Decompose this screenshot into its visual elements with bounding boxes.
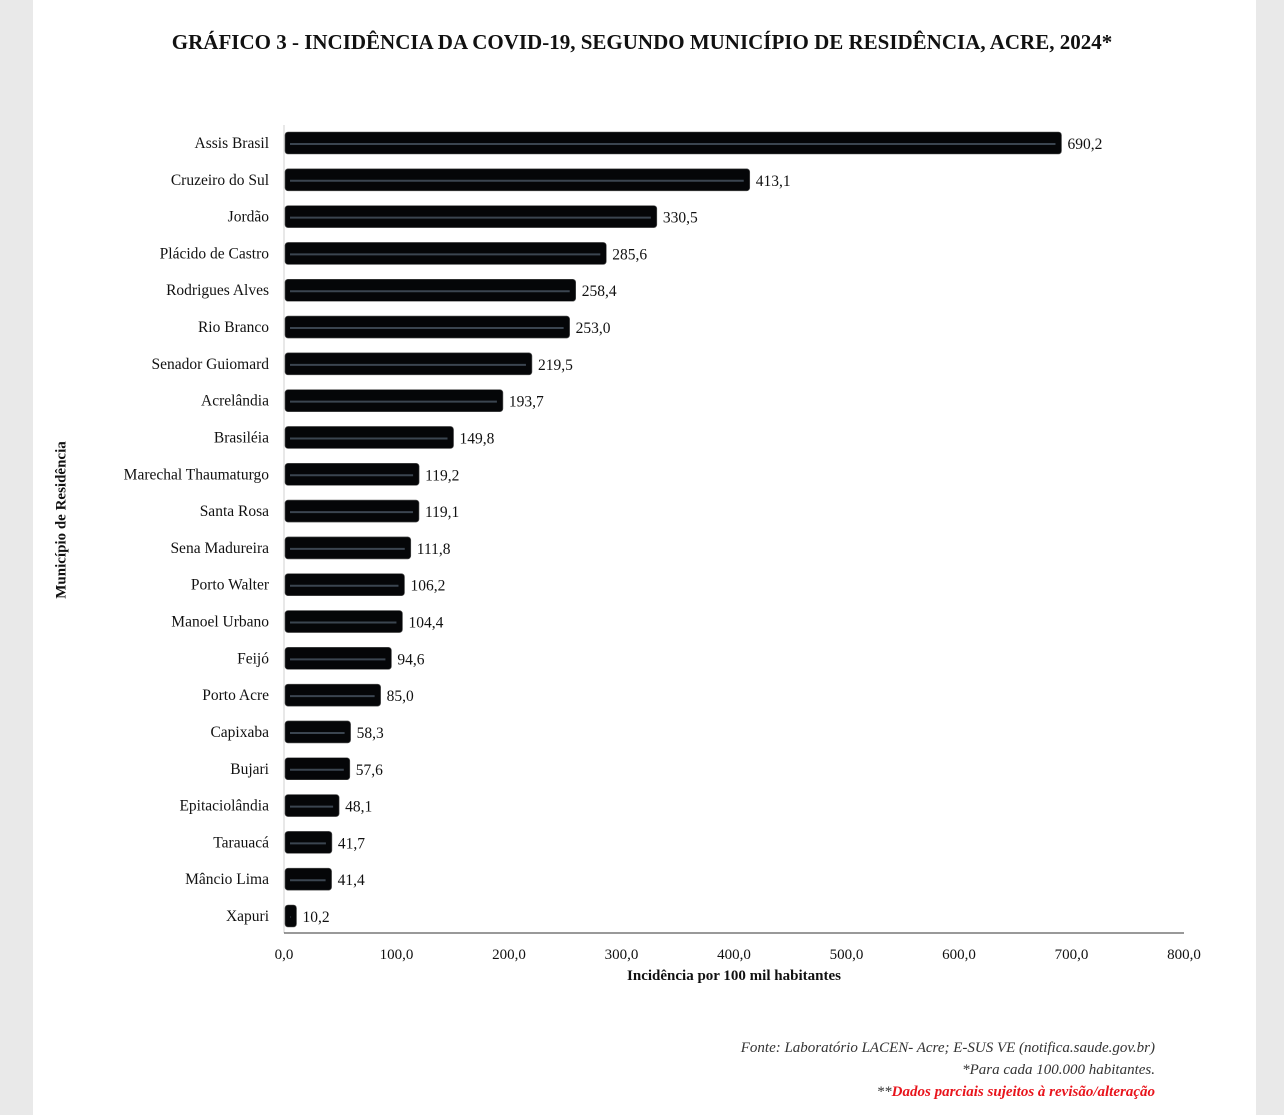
data-label: 119,2: [425, 467, 459, 484]
data-label: 106,2: [410, 578, 445, 595]
category-label: Brasiléia: [214, 429, 269, 446]
data-label: 690,2: [1067, 136, 1102, 153]
bar: [284, 904, 297, 928]
data-label: 119,1: [425, 504, 459, 521]
chart-title: GRÁFICO 3 - INCIDÊNCIA DA COVID-19, SEGU…: [171, 30, 1113, 54]
data-label: 413,1: [756, 173, 791, 190]
data-label: 48,1: [345, 799, 372, 816]
x-tick-label: 700,0: [1055, 947, 1089, 963]
category-label: Xapuri: [226, 908, 270, 925]
x-tick-label: 500,0: [830, 947, 864, 963]
data-label: 58,3: [357, 725, 384, 742]
category-label: Rio Branco: [198, 319, 269, 336]
source-note: Fonte: Laboratório LACEN- Acre; E-SUS VE…: [740, 1040, 1155, 1056]
data-label: 111,8: [417, 541, 451, 558]
x-tick-label: 400,0: [717, 947, 751, 963]
data-label: 41,7: [338, 835, 365, 852]
category-label: Santa Rosa: [200, 503, 269, 520]
category-label: Sena Madureira: [170, 540, 269, 557]
x-tick-label: 800,0: [1167, 947, 1201, 963]
per-capita-note: *Para cada 100.000 habitantes.: [962, 1062, 1155, 1078]
category-label: Porto Walter: [191, 577, 270, 594]
category-label: Acrelândia: [201, 393, 269, 410]
category-label: Manoel Urbano: [171, 614, 269, 631]
category-label: Plácido de Castro: [160, 245, 270, 262]
category-label: Tarauacá: [213, 834, 269, 851]
x-tick-label: 300,0: [605, 947, 639, 963]
category-label: Rodrigues Alves: [166, 282, 269, 299]
x-tick-label: 600,0: [942, 947, 976, 963]
data-label: 285,6: [612, 246, 647, 263]
data-label: 258,4: [582, 283, 617, 300]
category-label: Feijó: [237, 650, 269, 667]
x-tick-label: 100,0: [380, 947, 414, 963]
category-label: Bujari: [230, 761, 269, 778]
category-label: Cruzeiro do Sul: [171, 172, 269, 189]
data-label: 85,0: [387, 688, 414, 705]
category-label: Jordão: [228, 209, 270, 226]
category-label: Capixaba: [210, 724, 269, 741]
category-label: Epitaciolândia: [179, 798, 269, 815]
category-label: Porto Acre: [202, 687, 269, 704]
category-label: Mâncio Lima: [185, 871, 269, 888]
partial-prefix: **: [876, 1084, 892, 1100]
data-label: 94,6: [397, 651, 424, 668]
data-label: 41,4: [338, 872, 365, 889]
data-label: 149,8: [460, 430, 495, 447]
data-label: 193,7: [509, 394, 544, 411]
data-label: 219,5: [538, 357, 573, 374]
x-tick-label: 200,0: [492, 947, 526, 963]
x-tick-label: 0,0: [275, 947, 294, 963]
data-label: 57,6: [356, 762, 383, 779]
y-axis-label: Município de Residência: [53, 441, 70, 599]
category-label: Senador Guiomard: [151, 356, 269, 373]
x-axis-label: Incidência por 100 mil habitantes: [627, 968, 841, 984]
category-label: Assis Brasil: [195, 135, 270, 152]
data-label: 253,0: [576, 320, 611, 337]
category-label: Marechal Thaumaturgo: [124, 466, 270, 483]
partial-text: Dados parciais sujeitos à revisão/altera…: [891, 1084, 1155, 1100]
data-label: 104,4: [408, 615, 443, 632]
data-label: 330,5: [663, 210, 698, 227]
partial-data-note: **Dados parciais sujeitos à revisão/alte…: [877, 1084, 1155, 1101]
data-label: 10,2: [302, 909, 329, 926]
